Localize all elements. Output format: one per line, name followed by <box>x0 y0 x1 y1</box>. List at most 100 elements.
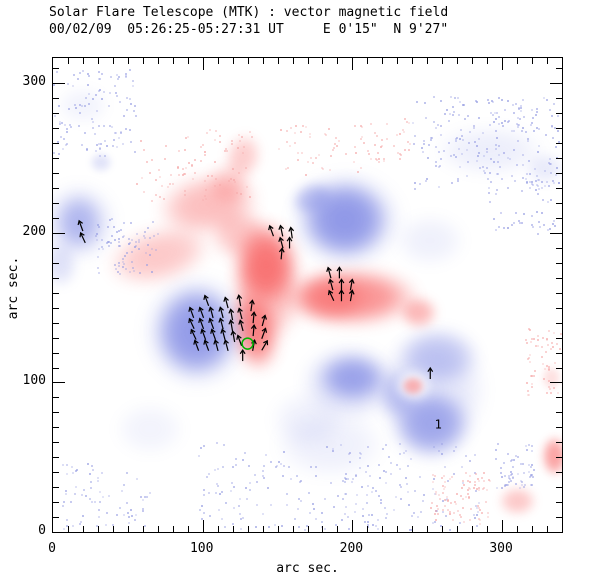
noise-dot <box>555 146 558 149</box>
noise-dot <box>53 84 56 87</box>
noise-dot <box>395 463 398 466</box>
noise-dot <box>125 74 128 77</box>
noise-dot <box>461 482 464 485</box>
noise-dot <box>478 488 481 491</box>
noise-dot <box>483 486 486 489</box>
x-axis-tick-top <box>292 58 294 64</box>
noise-dot <box>248 482 251 485</box>
noise-dot <box>444 485 447 488</box>
noise-dot <box>441 476 444 479</box>
noise-dot <box>545 99 548 102</box>
noise-dot <box>449 510 452 513</box>
noise-dot <box>241 459 244 462</box>
x-axis-tick <box>307 526 309 532</box>
noise-dot <box>61 463 64 466</box>
noise-dot <box>377 518 380 521</box>
noise-dot <box>366 484 369 487</box>
noise-dot <box>527 358 530 361</box>
noise-dot <box>117 261 120 264</box>
noise-dot <box>210 175 213 178</box>
x-axis-tick <box>382 526 384 532</box>
noise-dot <box>431 480 434 483</box>
noise-dot <box>127 515 130 518</box>
noise-dot <box>360 137 363 140</box>
noise-dot <box>452 450 455 453</box>
noise-dot <box>139 139 142 142</box>
noise-dot <box>65 493 68 496</box>
noise-dot <box>297 158 300 161</box>
noise-dot <box>248 465 251 468</box>
noise-dot <box>132 110 135 113</box>
noise-dot <box>547 366 550 369</box>
noise-dot <box>74 470 77 473</box>
noise-dot <box>527 444 530 447</box>
noise-dot <box>97 125 100 128</box>
noise-dot <box>262 476 265 479</box>
noise-dot <box>517 456 520 459</box>
noise-dot <box>381 139 384 142</box>
noise-dot <box>164 158 167 161</box>
noise-dot <box>320 511 323 514</box>
noise-dot <box>359 125 362 128</box>
noise-dot <box>487 512 490 515</box>
noise-dot <box>183 190 186 193</box>
noise-dot <box>281 474 284 477</box>
noise-dot <box>63 124 66 127</box>
noise-dot <box>482 131 485 134</box>
noise-dot <box>66 82 69 85</box>
noise-dot <box>249 489 252 492</box>
x-axis-tick <box>112 526 114 532</box>
noise-dot <box>117 238 120 241</box>
noise-dot <box>474 473 477 476</box>
noise-dot <box>476 155 479 157</box>
noise-dot <box>359 167 362 170</box>
noise-dot <box>202 494 205 497</box>
noise-dot <box>365 471 368 474</box>
noise-dot <box>128 241 131 244</box>
noise-dot <box>492 160 495 163</box>
noise-dot <box>223 525 226 528</box>
x-axis-tick <box>457 526 459 532</box>
noise-dot <box>462 497 465 500</box>
noise-dot <box>550 115 553 118</box>
noise-dot <box>109 91 112 94</box>
noise-dot <box>434 127 437 130</box>
noise-dot <box>96 109 99 112</box>
noise-dot <box>353 145 356 148</box>
noise-dot <box>107 226 110 229</box>
noise-dot <box>477 137 480 140</box>
noise-dot <box>526 394 529 397</box>
noise-dot <box>329 155 332 158</box>
noise-dot <box>413 187 416 190</box>
noise-dot <box>502 125 505 128</box>
x-axis-tick <box>277 526 279 532</box>
noise-dot <box>356 494 359 497</box>
noise-dot <box>97 255 100 258</box>
noise-dot <box>545 365 548 368</box>
noise-dot <box>537 145 540 148</box>
noise-dot <box>456 493 459 496</box>
noise-dot <box>77 125 80 128</box>
noise-dot <box>246 185 249 188</box>
noise-dot <box>507 477 510 480</box>
noise-dot <box>548 386 551 389</box>
x-axis-tick <box>67 526 69 532</box>
noise-dot <box>98 272 100 275</box>
noise-dot <box>97 247 100 250</box>
noise-dot <box>456 97 459 100</box>
noise-dot <box>531 181 534 184</box>
noise-dot <box>145 496 148 499</box>
noise-dot <box>409 457 412 460</box>
noise-dot <box>531 444 534 447</box>
noise-dot <box>116 78 119 81</box>
noise-dot <box>408 528 411 531</box>
noise-dot <box>459 166 462 169</box>
noise-dot <box>521 98 524 101</box>
noise-dot <box>475 524 478 527</box>
noise-dot <box>236 146 239 149</box>
noise-dot <box>158 168 161 171</box>
noise-dot <box>184 149 187 152</box>
noise-dot <box>406 120 409 123</box>
noise-dot <box>457 178 460 181</box>
noise-dot <box>520 109 523 112</box>
